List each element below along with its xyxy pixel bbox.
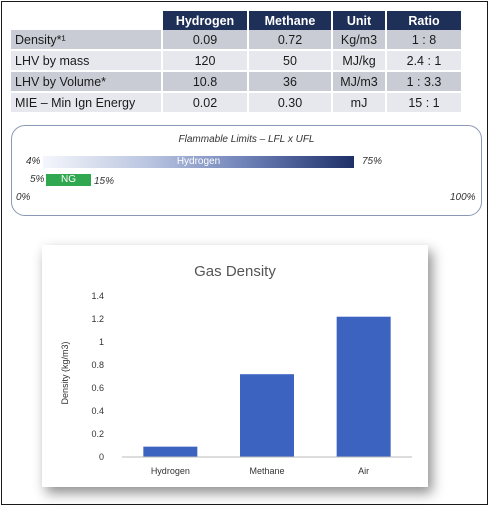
ratio-value: 1 : 3.3 [386, 71, 463, 93]
unit-value: MJ/m3 [332, 71, 387, 93]
methane-value: 0.72 [248, 30, 333, 51]
axis-max-label: 100% [450, 192, 476, 203]
methane-value: 50 [248, 50, 333, 72]
header-unit: Unit [332, 11, 387, 30]
table-row: Density*¹ 0.09 0.72 Kg/m3 1 : 8 [11, 30, 463, 51]
header-ratio: Ratio [386, 11, 463, 30]
header-hydrogen: Hydrogen [162, 11, 249, 30]
unit-value: mJ [332, 92, 387, 114]
bar-hydrogen [143, 446, 198, 457]
hydrogen-range-bar: Hydrogen [43, 156, 354, 168]
y-tick-label: 0 [99, 452, 104, 462]
axis-min-label: 0% [16, 192, 31, 203]
row-label: MIE – Min Ign Energy [11, 92, 163, 114]
row-label: Density*¹ [11, 30, 163, 51]
y-tick-label: 1 [99, 337, 104, 347]
ratio-value: 15 : 1 [386, 92, 463, 114]
flammable-limits-title: Flammable Limits – LFL x UFL [178, 134, 315, 145]
table-row: LHV by mass 120 50 MJ/kg 2.4 : 1 [11, 50, 463, 72]
y-tick-label: 1.2 [91, 314, 104, 324]
ng-lfl-label: 5% [30, 174, 45, 185]
methane-value: 36 [248, 71, 333, 93]
table-header-row: Hydrogen Methane Unit Ratio [11, 11, 463, 30]
y-axis-label: Density (kg/m3) [60, 341, 70, 404]
hydrogen-lfl-label: 4% [26, 156, 41, 167]
header-methane: Methane [248, 11, 333, 30]
row-label: LHV by mass [11, 50, 163, 72]
unit-value: MJ/kg [332, 50, 387, 72]
y-tick-label: 0.2 [91, 429, 104, 439]
hydrogen-value: 0.09 [162, 30, 249, 51]
hydrogen-value: 0.02 [162, 92, 249, 114]
table-row: MIE – Min Ign Energy 0.02 0.30 mJ 15 : 1 [11, 92, 463, 114]
row-label: LHV by Volume* [11, 71, 163, 93]
y-tick-label: 0.8 [91, 360, 104, 370]
bar-methane [240, 374, 294, 457]
chart-title: Gas Density [194, 263, 276, 280]
x-category-label: Hydrogen [151, 466, 190, 476]
ng-range-bar: NG [46, 174, 91, 186]
ratio-value: 2.4 : 1 [386, 50, 463, 72]
y-tick-label: 0.4 [91, 406, 104, 416]
hydrogen-value: 10.8 [162, 71, 249, 93]
methane-value: 0.30 [248, 92, 333, 114]
unit-value: Kg/m3 [332, 30, 387, 51]
hydrogen-value: 120 [162, 50, 249, 72]
hydrogen-ufl-label: 75% [362, 156, 383, 167]
properties-table: Hydrogen Methane Unit Ratio Density*¹ 0.… [11, 11, 463, 114]
bar-air [336, 316, 391, 457]
y-tick-label: 1.4 [91, 291, 104, 301]
gas-density-chart: Gas Density Density (kg/m3) 0 0.2 0.4 0.6 0.… [42, 245, 428, 487]
ratio-value: 1 : 8 [386, 30, 463, 51]
ng-ufl-label: 15% [94, 176, 115, 187]
ng-range-label: NG [61, 174, 76, 185]
y-tick-label: 0.6 [91, 383, 104, 393]
header-blank [11, 11, 163, 30]
chart-svg: Gas Density Density (kg/m3) 0 0.2 0.4 0.6 0.… [60, 263, 412, 476]
x-category-label: Methane [249, 466, 284, 476]
x-category-label: Air [358, 466, 369, 476]
hydrogen-range-label: Hydrogen [176, 156, 221, 167]
table-row: LHV by Volume* 10.8 36 MJ/m3 1 : 3.3 [11, 71, 463, 93]
flammable-limits-panel: Flammable Limits – LFL x UFL 4% Hydrogen… [11, 125, 482, 216]
